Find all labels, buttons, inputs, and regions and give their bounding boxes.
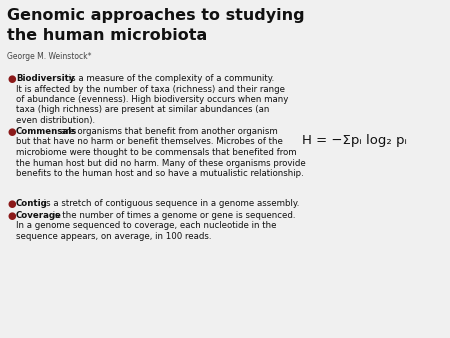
Text: George M. Weinstock*: George M. Weinstock* bbox=[7, 52, 91, 61]
Text: sequence appears, on average, in 100 reads.: sequence appears, on average, in 100 rea… bbox=[16, 232, 212, 241]
Text: ●: ● bbox=[7, 74, 16, 84]
Text: Genomic approaches to studying: Genomic approaches to studying bbox=[7, 8, 305, 23]
Text: Biodiversity: Biodiversity bbox=[16, 74, 75, 83]
Text: is a stretch of contiguous sequence in a genome assembly.: is a stretch of contiguous sequence in a… bbox=[41, 199, 300, 208]
Text: ●: ● bbox=[7, 211, 16, 221]
Text: the human microbiota: the human microbiota bbox=[7, 28, 207, 43]
Text: ●: ● bbox=[7, 127, 16, 137]
Text: the human host but did no harm. Many of these organisms provide: the human host but did no harm. Many of … bbox=[16, 159, 306, 168]
Text: ●: ● bbox=[7, 199, 16, 209]
Text: taxa (high richness) are present at similar abundances (an: taxa (high richness) are present at simi… bbox=[16, 105, 270, 115]
Text: In a genome sequenced to coverage, each nucleotide in the: In a genome sequenced to coverage, each … bbox=[16, 221, 276, 231]
Text: Commensals: Commensals bbox=[16, 127, 77, 136]
Text: of abundance (evenness). High biodiversity occurs when many: of abundance (evenness). High biodiversi… bbox=[16, 95, 288, 104]
Text: but that have no harm or benefit themselves. Microbes of the: but that have no harm or benefit themsel… bbox=[16, 138, 283, 146]
Text: even distribution).: even distribution). bbox=[16, 116, 95, 125]
Text: Contig: Contig bbox=[16, 199, 48, 208]
Text: are organisms that benefit from another organism: are organisms that benefit from another … bbox=[58, 127, 278, 136]
Text: Coverage: Coverage bbox=[16, 211, 62, 220]
Text: benefits to the human host and so have a mutualistic relationship.: benefits to the human host and so have a… bbox=[16, 169, 304, 178]
Text: H = −Σpᵢ log₂ pᵢ: H = −Σpᵢ log₂ pᵢ bbox=[302, 134, 406, 147]
Text: It is affected by the number of taxa (richness) and their range: It is affected by the number of taxa (ri… bbox=[16, 84, 285, 94]
Text: is the number of times a genome or gene is sequenced.: is the number of times a genome or gene … bbox=[50, 211, 295, 220]
Text: is a measure of the complexity of a community.: is a measure of the complexity of a comm… bbox=[67, 74, 274, 83]
Text: microbiome were thought to be commensals that benefited from: microbiome were thought to be commensals… bbox=[16, 148, 297, 157]
